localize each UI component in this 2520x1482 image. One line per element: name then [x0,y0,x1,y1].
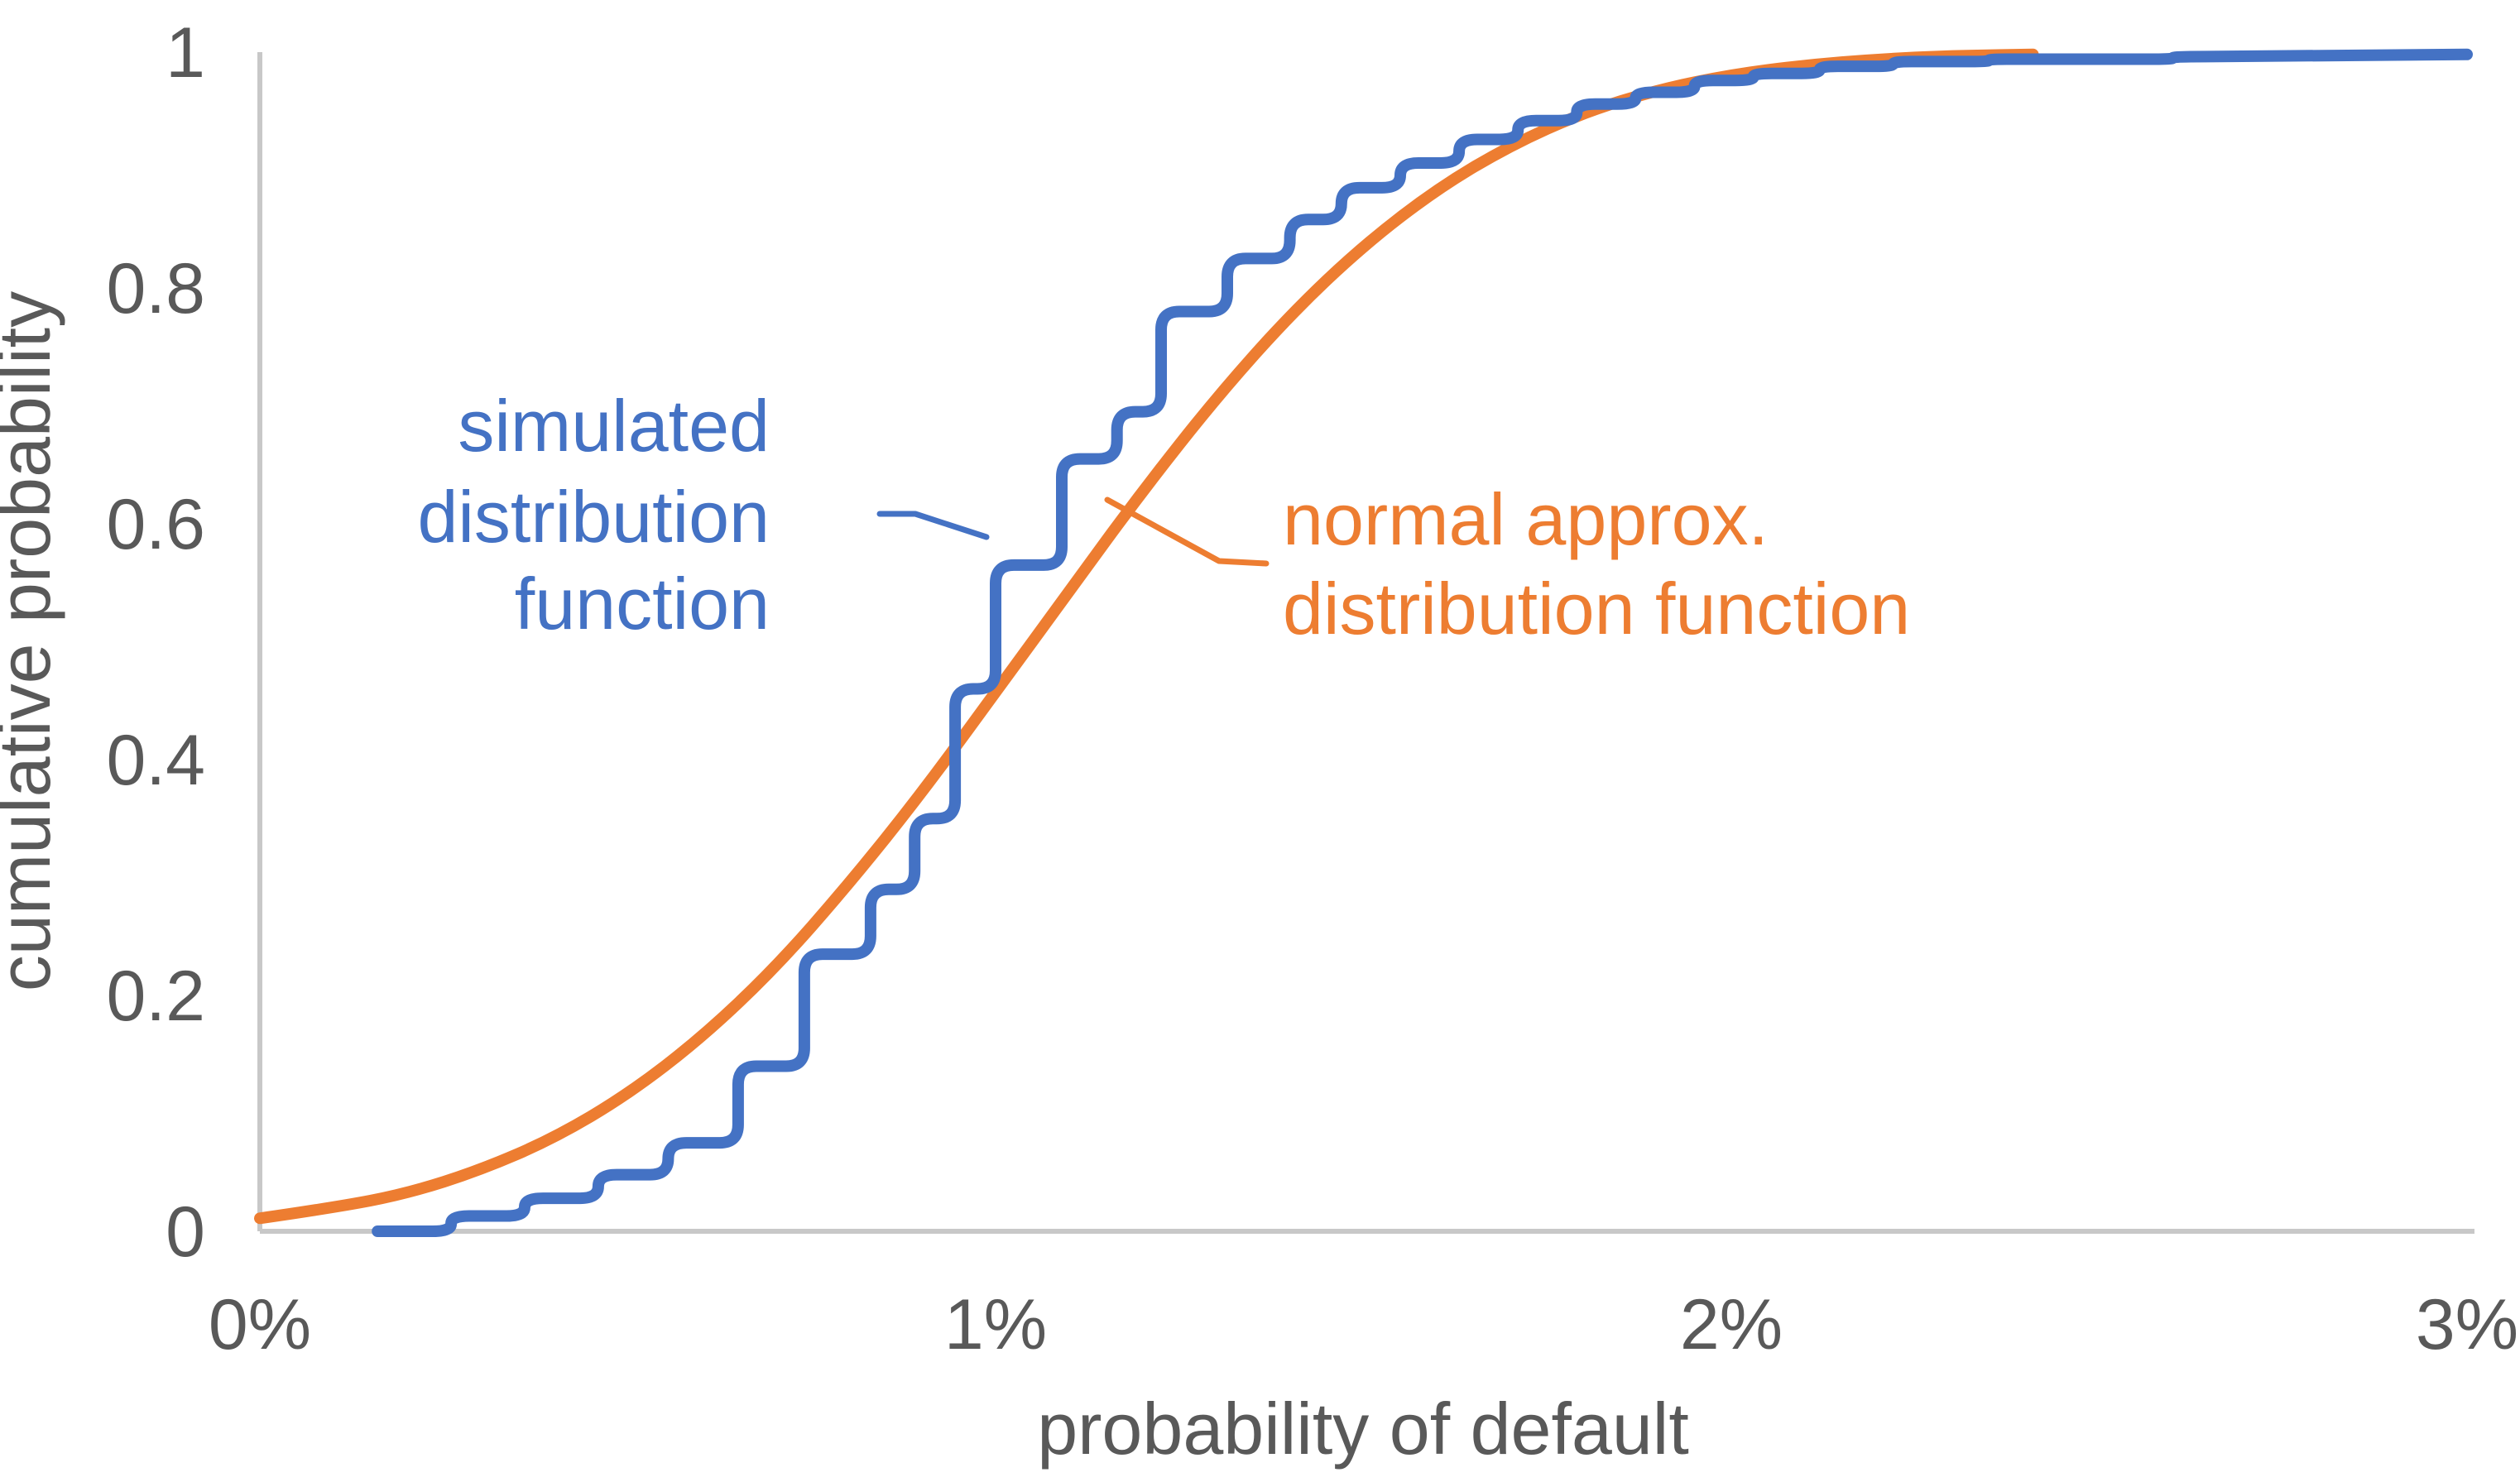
x-tick-label: 1% [944,1285,1047,1364]
simulated-annotation-line-3: function [515,563,770,645]
y-axis-title: cumulative probability [0,291,65,991]
y-tick-label: 0.4 [106,721,205,800]
x-axis-tick-labels: 0% 1% 2% 3% [209,1285,2518,1364]
simulated-annotation-line-2: distribution [417,476,770,558]
x-tick-label: 3% [2416,1285,2518,1364]
x-axis-title: probability of default [1037,1388,1689,1470]
y-axis-tick-labels: 0 0.2 0.4 0.6 0.8 1 [106,13,205,1272]
y-tick-label: 0.6 [106,485,205,564]
simulated-series-annotation: simulated distribution function [417,385,770,645]
y-tick-label: 0 [166,1192,205,1272]
y-tick-label: 0.2 [106,957,205,1036]
normal-annotation-line-1: normal approx. [1283,478,1769,560]
normal-series-annotation: normal approx. distribution function [1283,478,1910,650]
normal-annotation-line-2: distribution function [1283,568,1910,650]
y-tick-label: 0.8 [106,249,205,329]
x-tick-label: 0% [209,1285,311,1364]
simulated-label-leader-line [876,511,990,540]
normal-label-leader-line [1104,496,1270,567]
y-tick-label: 1 [166,13,205,93]
x-tick-label: 2% [1680,1285,1783,1364]
simulated-ecdf-curve [372,48,2473,1237]
simulated-annotation-line-1: simulated [458,385,770,467]
